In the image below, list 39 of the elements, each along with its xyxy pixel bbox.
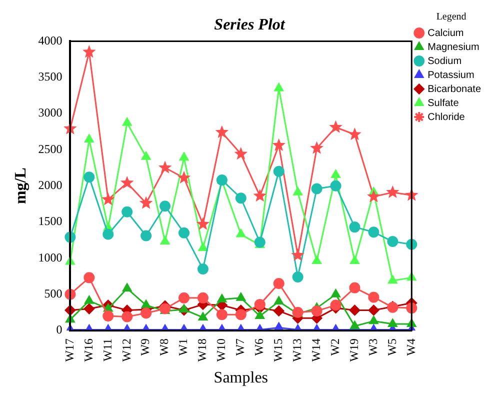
y-tick-label: 2500 [38,142,62,156]
legend-label: Sulfate [428,98,460,109]
x-axis-title: Samples [214,370,268,387]
legend-title: Legend [436,12,466,23]
chart-title: Series Plot [214,16,286,34]
x-tick-label: W10 [214,338,228,362]
x-tick-label: W4 [404,338,418,356]
legend-label: Sodium [428,56,462,67]
legend-label: Potassium [428,70,474,81]
x-tick-label: W7 [233,338,248,356]
y-axis-title: mg/L [12,168,30,204]
y-tick-label: 1000 [38,250,62,264]
y-tick-label: 1500 [38,214,62,228]
x-tick-label: W2 [328,338,342,356]
x-tick-label: W14 [308,338,323,362]
y-tick-label: 4000 [38,33,62,48]
x-tick-label: W19 [346,338,361,362]
y-tick-label: 500 [44,286,62,300]
y-tick-label: 0 [56,322,62,337]
x-tick-label: W3 [366,338,380,356]
x-tick-label: W6 [252,338,266,356]
x-tick-label: W12 [119,338,134,362]
legend-label: Calcium [428,28,464,39]
y-tick-label: 3500 [38,70,62,84]
y-tick-label: 2000 [38,178,62,192]
legend-label: Magnesium [428,42,480,53]
x-tick-label: W8 [157,338,172,356]
x-tick-label: W9 [138,338,152,356]
legend-label: Bicarbonate [428,84,482,95]
x-tick-label: W5 [384,338,399,356]
x-tick-label: W17 [62,338,76,362]
x-tick-label: W1 [176,338,190,356]
x-tick-label: W16 [81,338,96,362]
x-tick-label: W11 [100,338,114,362]
x-tick-label: W18 [195,338,210,362]
x-tick-label: W15 [271,338,286,362]
x-tick-label: W13 [290,338,304,362]
legend-label: Chloride [428,112,466,123]
y-tick-label: 3000 [38,106,62,120]
